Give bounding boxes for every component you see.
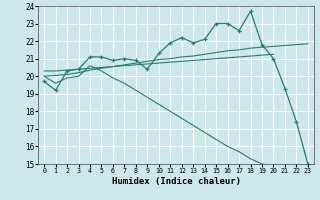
X-axis label: Humidex (Indice chaleur): Humidex (Indice chaleur) <box>111 177 241 186</box>
